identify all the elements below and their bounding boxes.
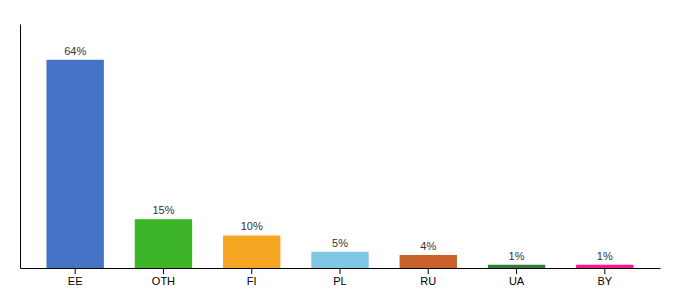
bar [223,235,280,268]
x-tick-label: BY [597,275,612,287]
x-tick: PL [333,268,346,287]
data-label: 10% [241,220,263,232]
data-label: 64% [64,45,86,57]
y-axis [20,25,21,269]
chart-container: 64% 15% 10% 5% 4% 1% 1% EE OTH FI PL RU UA BY [0,0,680,300]
bar [576,265,633,268]
bar [488,265,545,268]
x-tick-mark [340,268,341,274]
x-tick-label: FI [247,275,257,287]
x-tick-mark [163,268,164,274]
bar [135,219,192,268]
x-tick-label: EE [68,275,83,287]
x-tick: BY [597,268,612,287]
x-axis: EE OTH FI PL RU UA BY [21,268,661,287]
x-tick-mark [604,268,605,274]
data-labels: 64% 15% 10% 5% 4% 1% 1% [64,45,613,262]
x-tick: RU [420,268,436,287]
bar [46,60,103,268]
x-tick-label: PL [333,275,346,287]
data-label: 1% [509,250,525,262]
x-tick-mark [428,268,429,274]
x-tick-label: UA [509,275,525,287]
data-label: 15% [152,204,174,216]
chart-svg: 64% 15% 10% 5% 4% 1% 1% EE OTH FI PL RU UA BY [0,0,680,300]
x-tick-mark [75,268,76,274]
data-label: 5% [332,237,348,249]
x-tick: EE [68,268,83,287]
x-tick-mark [251,268,252,274]
x-tick-mark [516,268,517,274]
bar [400,255,457,268]
data-label: 4% [420,240,436,252]
x-tick-label: RU [420,275,436,287]
y-axis-line [20,25,21,269]
data-label: 1% [597,250,613,262]
plot-area: 64% 15% 10% 5% 4% 1% 1% EE OTH FI PL RU UA BY [21,25,661,287]
x-tick: UA [509,268,525,287]
x-tick-label: OTH [152,275,175,287]
bars [46,60,633,268]
bar [311,252,368,268]
x-tick: FI [247,268,257,287]
x-tick: OTH [152,268,175,287]
